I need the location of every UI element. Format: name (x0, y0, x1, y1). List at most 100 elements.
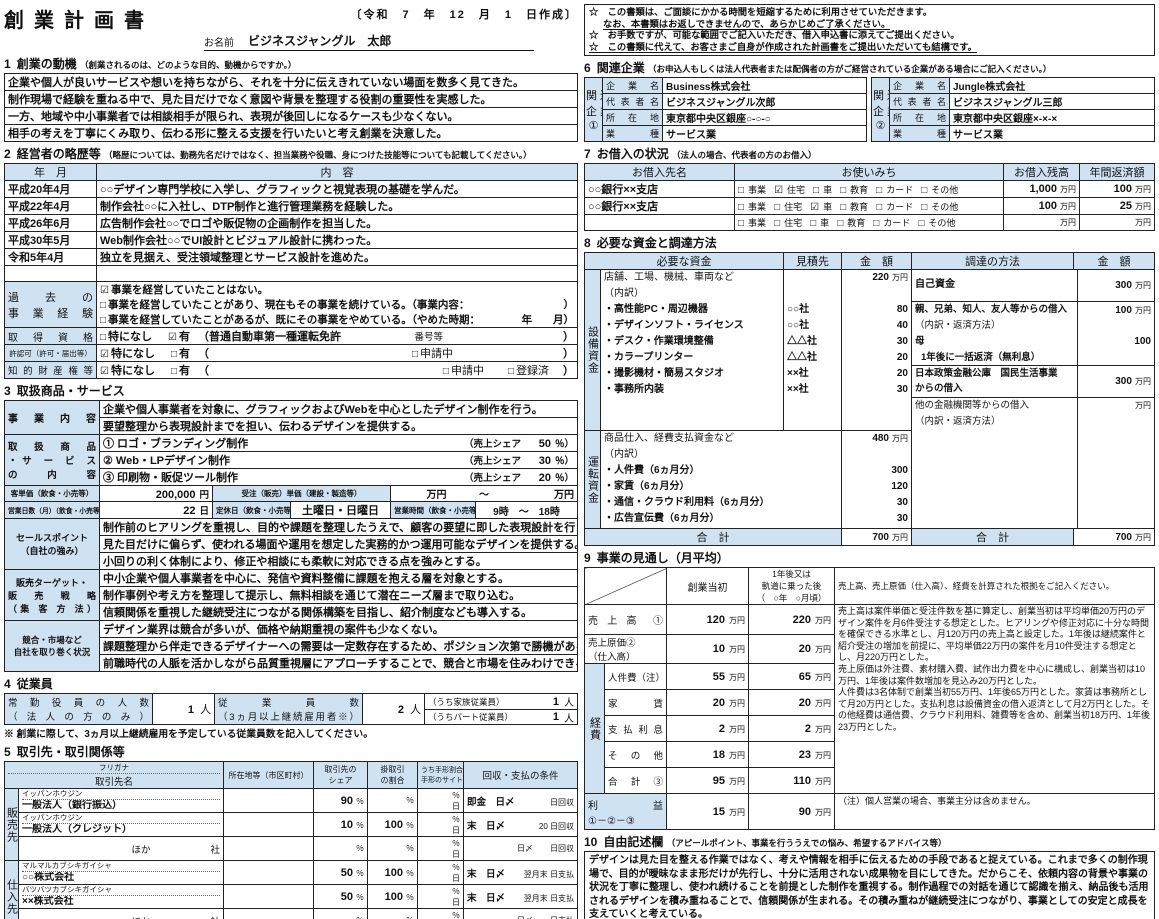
checkbox-usage-card[interactable]: □ (876, 201, 883, 213)
career-date[interactable]: 平成26年6月 (4, 214, 97, 232)
partner-address[interactable] (223, 836, 315, 861)
checkbox-usage-education[interactable]: □ (840, 184, 847, 196)
representative-value[interactable]: ビジネスジャングル次郎 (662, 93, 867, 110)
profit-after[interactable]: 90 万円 (748, 793, 835, 830)
checkbox-ip-yes[interactable]: □ (170, 366, 178, 377)
cogs-initial[interactable]: 10 万円 (666, 634, 749, 664)
equipment-amounts[interactable]: 220 万円 80 40 30 20 20 30 (841, 268, 912, 432)
career-content[interactable]: 独立を見据え、受注領域整理とサービス設計を進めた。 (96, 248, 578, 266)
partner-notes[interactable]: ％日 (417, 884, 465, 909)
checkbox-license-none[interactable]: □ (100, 332, 107, 343)
partner-address[interactable] (223, 812, 315, 837)
career-date[interactable]: 平成20年4月 (4, 180, 97, 198)
career-date[interactable]: 平成30年5月 (4, 231, 97, 249)
company-name-value[interactable]: Jungle株式会社 (949, 77, 1155, 94)
partner-cell[interactable]: イッパンホウジン 一般法人（クレジット） (17, 812, 225, 837)
checkbox-ip-pending[interactable]: □ (442, 366, 449, 377)
checkbox-usage-housing[interactable]: □ (774, 201, 781, 213)
career-content[interactable]: Web制作会社○○でUI設計とビジュアル設計に携わった。 (96, 231, 578, 249)
sales-point-row[interactable]: 見た目だけに偏らず、使われる場面や運用を想定した実務的かつ運用可能なデザインを提… (99, 535, 578, 553)
sales-point-row[interactable]: 制作前のヒアリングを重視し、目的や課題を整理したうえで、顧客の要望に即した表現設… (99, 518, 578, 536)
partner-notes[interactable]: ％日 (417, 860, 465, 885)
checkbox-usage-business[interactable]: □ (738, 201, 745, 213)
loan-balance[interactable]: 1,000 万円 (1003, 180, 1080, 198)
career-date[interactable]: 令和5年4月 (4, 248, 97, 266)
competition-row[interactable]: デザイン業界は競合が多いが、価格や納期重視の案件も少なくない。 (99, 620, 578, 638)
equipment-vendors[interactable]: ○○社 ○○社 △△社 △△社 ××社 ××社 (783, 268, 842, 432)
item-row[interactable]: ③ 印刷物・販促ツール制作 （売上シェア 20 ％） (99, 468, 578, 486)
other-expenses-after[interactable]: 23 万円 (748, 741, 835, 768)
sales-point-row[interactable]: 小回りの利く体制により、修正や相談にも柔軟に対応できる点を強みとする。 (99, 552, 578, 570)
partner-cell[interactable]: マルマルカブシキガイシャ ○○株式会社 (17, 860, 225, 885)
equipment-items[interactable]: 店舗、工場、機械、車両など （内訳） ・高性能PC・周辺機器 ・デザインソフト・… (600, 268, 784, 432)
family-employees-value[interactable]: 1 (552, 695, 559, 708)
address-value[interactable]: 東京都中央区銀座×-×-× (949, 109, 1155, 126)
motivation-row[interactable]: 企業や個人が良いサービスや想いを持ちながら、それを十分に伝えきれていない場面を数… (4, 73, 578, 91)
checkbox-permit-pending[interactable]: □ (411, 349, 418, 360)
loan-bank[interactable]: ○○銀行××支店 (584, 197, 735, 215)
calculation-basis[interactable]: 売上高は案件単価と受注件数を基に算定し、創業当初は平均単価20万円のデザイン案件… (834, 604, 1155, 794)
checkbox-usage-car[interactable]: □ (810, 218, 817, 229)
address-value[interactable]: 東京都中央区銀座○-○-○ (662, 109, 867, 126)
partner-cell[interactable]: バツバツカブシキガイシャ ××株式会社 (17, 884, 225, 909)
checkbox-ip-registered[interactable]: □ (507, 366, 514, 377)
expense-total-initial[interactable]: 95 万円 (666, 767, 749, 794)
checkbox-usage-education[interactable]: □ (840, 201, 847, 213)
loan-annual[interactable]: 万円 (1079, 214, 1155, 231)
career-content[interactable] (96, 265, 578, 282)
partner-cell[interactable]: イッパンホウジン 一般法人（銀行振込） (17, 788, 225, 813)
partner-address[interactable] (223, 788, 315, 813)
partner-credit[interactable]: ％ (367, 788, 419, 813)
partner-address[interactable] (223, 908, 315, 919)
target-strategy-row[interactable]: 制作事例や考え方を整理して提示し、無料相談を通じて潜在ニーズ層まで取り込む。 (99, 586, 578, 604)
checkbox-no-past-business[interactable]: ☑ (100, 285, 109, 296)
business-content-row[interactable]: 企業や個人事業者を対象に、グラフィックおよびWebを中心としたデザイン制作を行う… (99, 400, 578, 418)
loan-annual[interactable]: 25 万円 (1079, 197, 1155, 215)
partner-notes[interactable]: ％日 (417, 812, 465, 837)
working-items[interactable]: 商品仕入、経費支払資金など （内訳） ・人件費（6ヵ月分） ・家賃（6ヵ月分） … (600, 430, 842, 529)
motivation-row[interactable]: 一方、地域や中小事業者では相談相手が限られ、表現が後回しになるケースも少なくない… (4, 107, 578, 125)
checkbox-permit-none[interactable]: ☑ (100, 349, 109, 360)
partner-address[interactable] (223, 860, 315, 885)
item-row[interactable]: ① ロゴ・ブランディング制作 （売上シェア 50 ％） (99, 434, 578, 452)
funding-family[interactable]: 親、兄弟、知人、友人等からの借入 （内訳・返済方法） 母 1年後に一括返済（無利… (912, 302, 1154, 366)
checkbox-permit-yes[interactable]: □ (170, 349, 178, 360)
industry-value[interactable]: サービス業 (949, 125, 1155, 142)
checkbox-ip-none[interactable]: ☑ (100, 366, 109, 377)
partner-share[interactable]: ％ (313, 836, 369, 861)
checkbox-usage-other[interactable]: □ (918, 218, 925, 229)
checkbox-usage-business[interactable]: □ (738, 184, 745, 196)
partner-terms[interactable]: 日〆 日回収 (463, 836, 578, 861)
partner-notes[interactable]: ％日 (417, 788, 465, 813)
working-amounts[interactable]: 480 万円 300 120 30 30 (841, 430, 912, 529)
partner-terms[interactable]: 末 日〆 翌月末 日支払 (463, 884, 578, 909)
company-name-value[interactable]: Business株式会社 (662, 77, 867, 94)
partner-share[interactable]: 50 ％ (313, 860, 369, 885)
funding-other[interactable]: 他の金融機関等からの借入 （内訳・返済方法） 万円 (913, 398, 1154, 528)
closed-days-value[interactable]: 土曜日・日曜日 (290, 501, 391, 519)
item-row[interactable]: ② Web・LPデザイン制作 （売上シェア 30 ％） (99, 451, 578, 469)
partner-share[interactable]: 50 ％ (313, 884, 369, 909)
other-expenses-initial[interactable]: 18 万円 (666, 741, 749, 768)
partner-address[interactable] (223, 884, 315, 909)
representative-value[interactable]: ビジネスジャングル三郎 (949, 93, 1155, 110)
funding-self[interactable]: 自己資金 300 万円 (912, 270, 1154, 302)
partner-terms[interactable]: 日〆 日支払 (463, 908, 578, 919)
personnel-after[interactable]: 65 万円 (748, 663, 835, 690)
loan-balance[interactable]: 万円 (1003, 214, 1080, 231)
business-days-value[interactable]: 22 日 (99, 501, 213, 519)
unit-price-value[interactable]: 200,000 円 (99, 485, 213, 502)
partner-credit[interactable]: 100 ％ (367, 884, 419, 909)
loan-bank[interactable] (584, 214, 735, 231)
hours-value[interactable]: 9時 ～ 18時 (475, 501, 578, 519)
competition-row[interactable]: 課題整理から伴走できるデザイナーへの需要は一定数存在するため、ポジション次第で勝… (99, 637, 578, 655)
order-price-value[interactable]: 万円 ～ 万円 (390, 485, 578, 502)
sales-initial[interactable]: 120 万円 (666, 604, 749, 635)
partner-terms[interactable]: 末 日〆 翌月末 日支払 (463, 860, 578, 885)
name-value[interactable]: ビジネスジャングル 太郎 (248, 34, 392, 48)
partner-share[interactable]: ％ (313, 908, 369, 919)
funding-jfc[interactable]: 日本政策金融公庫 国民生活事業 からの借入 300 万円 (912, 366, 1154, 398)
cogs-after[interactable]: 20 万円 (748, 634, 835, 664)
industry-value[interactable]: サービス業 (662, 125, 867, 142)
